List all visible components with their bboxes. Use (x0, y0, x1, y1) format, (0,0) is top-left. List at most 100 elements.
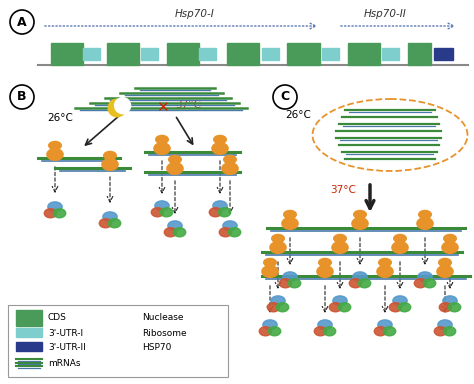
Ellipse shape (354, 210, 366, 218)
Bar (322, 48, 339, 60)
Text: mRNAs: mRNAs (48, 359, 81, 369)
Ellipse shape (122, 346, 131, 353)
Text: 26°C: 26°C (47, 113, 73, 123)
Ellipse shape (124, 332, 137, 341)
Text: 37°C: 37°C (175, 100, 201, 110)
Ellipse shape (228, 228, 241, 237)
Ellipse shape (383, 327, 396, 336)
Text: 3'-UTR-II: 3'-UTR-II (48, 343, 86, 351)
Ellipse shape (334, 235, 346, 243)
Ellipse shape (333, 296, 347, 306)
Bar (83, 48, 100, 60)
Ellipse shape (439, 303, 452, 312)
Ellipse shape (271, 296, 285, 306)
Ellipse shape (444, 235, 456, 243)
Ellipse shape (122, 310, 138, 326)
Ellipse shape (318, 320, 332, 329)
Ellipse shape (213, 201, 227, 211)
Ellipse shape (317, 266, 333, 277)
Ellipse shape (392, 242, 408, 253)
Ellipse shape (418, 272, 432, 281)
Ellipse shape (223, 221, 237, 231)
Ellipse shape (352, 218, 368, 229)
Text: B: B (17, 91, 27, 104)
Ellipse shape (439, 258, 451, 266)
Bar (347, 43, 380, 65)
Ellipse shape (167, 163, 183, 174)
Ellipse shape (448, 303, 461, 312)
Bar (382, 48, 399, 60)
Ellipse shape (224, 156, 237, 164)
Text: 37°C: 37°C (330, 185, 356, 195)
Bar (141, 48, 158, 60)
Ellipse shape (323, 327, 336, 336)
Ellipse shape (160, 208, 173, 217)
Bar (434, 48, 453, 60)
Ellipse shape (99, 219, 111, 228)
Ellipse shape (173, 228, 186, 237)
Ellipse shape (319, 258, 331, 266)
Ellipse shape (54, 209, 66, 218)
Ellipse shape (104, 151, 116, 159)
Bar (107, 43, 139, 65)
Text: 3'-UTR-I: 3'-UTR-I (48, 328, 83, 338)
Ellipse shape (283, 272, 297, 281)
Ellipse shape (222, 163, 238, 174)
Ellipse shape (349, 279, 362, 288)
Ellipse shape (219, 208, 231, 217)
FancyBboxPatch shape (8, 305, 228, 377)
Bar (16, 342, 42, 351)
Ellipse shape (377, 266, 393, 277)
Ellipse shape (168, 221, 182, 231)
Ellipse shape (442, 242, 458, 253)
Ellipse shape (169, 156, 181, 164)
Ellipse shape (434, 327, 447, 336)
Ellipse shape (284, 210, 296, 218)
Ellipse shape (108, 99, 126, 117)
Bar (16, 310, 42, 326)
Ellipse shape (423, 279, 436, 288)
Ellipse shape (353, 272, 367, 281)
Ellipse shape (443, 327, 456, 336)
Ellipse shape (378, 320, 392, 329)
Bar (287, 43, 319, 65)
Text: 26°C: 26°C (285, 110, 311, 120)
Ellipse shape (128, 309, 142, 323)
Ellipse shape (282, 218, 298, 229)
Ellipse shape (102, 159, 118, 170)
Ellipse shape (272, 235, 284, 243)
Bar (167, 43, 199, 65)
Ellipse shape (270, 242, 286, 253)
Ellipse shape (389, 303, 401, 312)
Ellipse shape (264, 258, 276, 266)
Ellipse shape (374, 327, 387, 336)
Ellipse shape (115, 98, 131, 114)
Ellipse shape (103, 212, 117, 222)
Ellipse shape (44, 209, 56, 218)
Bar (408, 43, 431, 65)
Ellipse shape (155, 136, 168, 144)
Ellipse shape (288, 279, 301, 288)
Ellipse shape (417, 218, 433, 229)
Ellipse shape (438, 320, 452, 329)
Ellipse shape (314, 327, 327, 336)
Text: C: C (281, 91, 290, 104)
Text: HSP70: HSP70 (142, 343, 172, 351)
Ellipse shape (210, 208, 222, 217)
Ellipse shape (154, 142, 170, 154)
Text: Hsp70-II: Hsp70-II (364, 9, 406, 19)
Text: ✕: ✕ (155, 101, 168, 116)
Ellipse shape (443, 296, 457, 306)
Ellipse shape (47, 149, 63, 161)
Ellipse shape (437, 266, 453, 277)
Ellipse shape (129, 346, 138, 353)
Ellipse shape (279, 279, 292, 288)
Text: Ribosome: Ribosome (142, 328, 187, 338)
Ellipse shape (276, 303, 289, 312)
Ellipse shape (419, 210, 431, 218)
Ellipse shape (393, 296, 407, 306)
Ellipse shape (338, 303, 351, 312)
Ellipse shape (414, 279, 427, 288)
Ellipse shape (398, 303, 411, 312)
Ellipse shape (262, 266, 278, 277)
